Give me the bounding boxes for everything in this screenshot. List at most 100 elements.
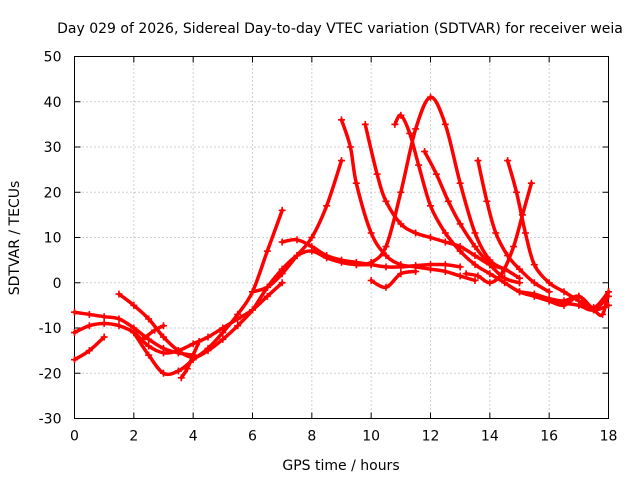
y-tick-label: 50 <box>44 50 62 66</box>
series-arc-12 <box>352 93 509 273</box>
data-point <box>338 157 345 165</box>
series-line <box>422 149 522 285</box>
data-point <box>474 157 482 165</box>
data-point <box>501 274 509 282</box>
data-point <box>71 308 78 316</box>
data-point <box>352 261 360 269</box>
x-tick-label: 0 <box>70 429 79 445</box>
y-tick-label: 20 <box>44 185 62 201</box>
y-axis-label: SDTVAR / TECUs <box>7 181 23 296</box>
data-point <box>397 261 405 269</box>
data-point <box>444 197 452 205</box>
x-tick-label: 12 <box>422 429 440 445</box>
data-point <box>204 344 212 352</box>
data-point <box>352 179 360 187</box>
data-point <box>527 179 535 187</box>
data-point <box>471 261 479 269</box>
data-point <box>100 319 108 327</box>
data-point <box>391 120 399 128</box>
data-point <box>234 310 242 318</box>
data-point <box>100 313 108 321</box>
data-point <box>145 335 153 343</box>
data-point <box>382 197 390 205</box>
data-point <box>139 335 147 343</box>
series-line <box>369 269 418 290</box>
data-point <box>530 261 538 269</box>
data-point <box>174 347 182 355</box>
data-point <box>361 120 369 128</box>
data-point <box>293 236 301 244</box>
data-point <box>471 276 479 284</box>
data-point <box>441 261 449 269</box>
data-point <box>100 333 108 341</box>
data-point <box>151 326 159 334</box>
data-point <box>486 279 494 287</box>
data-point <box>492 229 500 237</box>
data-point <box>338 256 345 264</box>
data-point <box>516 279 523 287</box>
series-arc-6 <box>139 322 167 343</box>
series-arc-13 <box>367 267 420 291</box>
data-point <box>397 111 405 119</box>
data-point <box>397 270 405 278</box>
x-tick-label: 14 <box>481 429 499 445</box>
data-point <box>518 211 526 219</box>
data-point <box>85 347 93 355</box>
data-point <box>130 329 138 337</box>
data-point <box>189 340 197 348</box>
data-point <box>293 252 301 260</box>
data-point <box>249 288 256 296</box>
data-point <box>71 356 78 364</box>
data-point <box>278 238 286 246</box>
data-point <box>412 267 420 275</box>
data-point <box>545 288 553 296</box>
y-tick-label: 0 <box>53 276 62 292</box>
x-axis-label: GPS time / hours <box>282 458 399 474</box>
x-tick-label: 18 <box>600 429 618 445</box>
data-point <box>160 322 167 330</box>
data-point <box>367 276 375 284</box>
data-point <box>382 252 390 260</box>
data-point <box>249 306 256 314</box>
data-point <box>605 288 612 296</box>
data-point <box>263 283 271 291</box>
data-point <box>397 220 405 228</box>
data-point <box>427 265 434 273</box>
series-arc-7 <box>177 338 203 382</box>
data-point <box>415 161 423 169</box>
series-arc-15 <box>421 148 523 287</box>
data-point <box>530 279 538 287</box>
data-point <box>278 270 286 278</box>
data-point <box>474 272 482 280</box>
data-point <box>367 229 375 237</box>
series-arc-16 <box>474 157 553 296</box>
data-point <box>177 374 185 382</box>
x-tick-labels: 0 2 4 6 8 10 12 14 16 18 <box>70 429 617 445</box>
x-tick-label: 2 <box>129 429 138 445</box>
y-tick-label: -10 <box>39 321 62 337</box>
x-tick-label: 16 <box>540 429 558 445</box>
series-arc-10 <box>338 116 479 284</box>
data-point <box>560 288 568 296</box>
data-point <box>575 292 583 300</box>
data-point <box>85 310 93 318</box>
data-point <box>427 93 434 101</box>
data-point <box>456 247 464 255</box>
data-point <box>456 179 464 187</box>
x-tick-label: 4 <box>189 429 198 445</box>
data-point <box>85 322 93 330</box>
series-arc-18 <box>462 179 535 287</box>
data-point <box>346 143 354 151</box>
data-point <box>462 270 470 278</box>
data-point <box>545 297 553 305</box>
y-tick-label: 30 <box>44 140 62 156</box>
series-arc-3 <box>71 333 108 364</box>
y-tick-label: -30 <box>39 412 62 428</box>
data-point <box>115 315 123 323</box>
data-point <box>278 279 286 287</box>
series-arc-8 <box>249 157 345 296</box>
x-tick-label: 6 <box>248 429 257 445</box>
data-point <box>115 290 123 298</box>
data-point <box>456 263 464 271</box>
data-point <box>412 125 420 133</box>
